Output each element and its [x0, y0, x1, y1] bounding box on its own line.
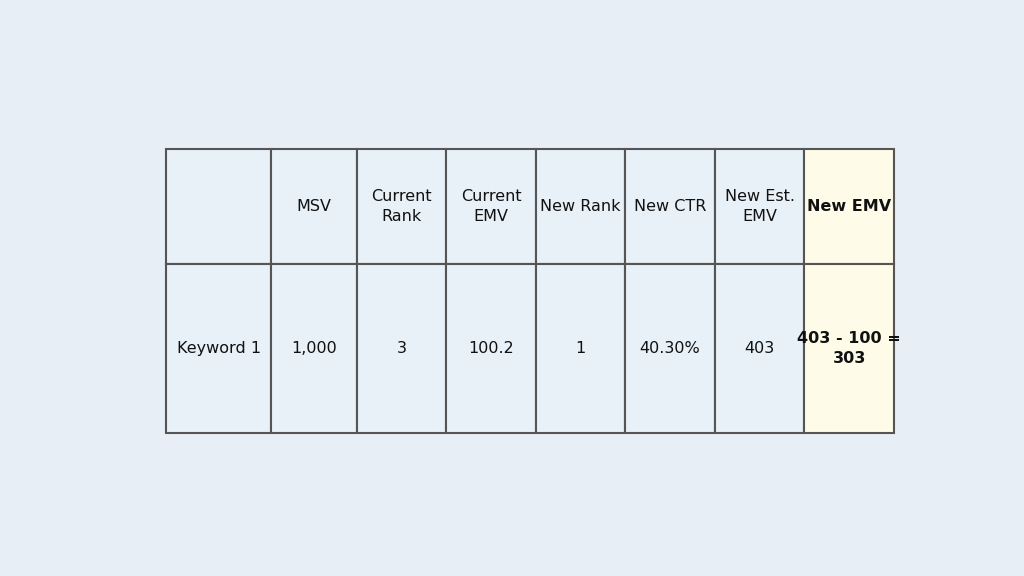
Text: New CTR: New CTR: [634, 199, 707, 214]
Text: Keyword 1: Keyword 1: [176, 341, 261, 356]
Text: 403: 403: [744, 341, 775, 356]
Text: Current
Rank: Current Rank: [372, 189, 432, 224]
Text: New Rank: New Rank: [541, 199, 621, 214]
Text: MSV: MSV: [297, 199, 332, 214]
Bar: [271, 264, 356, 433]
Bar: [271, 149, 356, 264]
Bar: [356, 149, 446, 264]
Text: 1: 1: [575, 341, 586, 356]
Text: New Est.
EMV: New Est. EMV: [725, 189, 795, 224]
Bar: [166, 264, 271, 433]
Text: New EMV: New EMV: [807, 199, 891, 214]
Bar: [536, 264, 626, 433]
Bar: [626, 149, 715, 264]
Text: 1,000: 1,000: [291, 341, 337, 356]
Bar: [536, 149, 626, 264]
Text: 100.2: 100.2: [468, 341, 514, 356]
Bar: [626, 264, 715, 433]
Bar: [446, 264, 536, 433]
Text: 3: 3: [396, 341, 407, 356]
Bar: [166, 149, 271, 264]
Text: 40.30%: 40.30%: [640, 341, 700, 356]
Text: 403 - 100 =
303: 403 - 100 = 303: [798, 331, 901, 366]
Text: Current
EMV: Current EMV: [461, 189, 521, 224]
Bar: [715, 264, 804, 433]
Bar: [804, 149, 894, 264]
Bar: [715, 149, 804, 264]
Bar: [804, 264, 894, 433]
Bar: [356, 264, 446, 433]
Bar: [446, 149, 536, 264]
